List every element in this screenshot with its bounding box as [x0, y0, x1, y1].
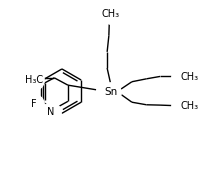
Text: Sn: Sn	[104, 87, 117, 97]
Text: CH₃: CH₃	[181, 72, 199, 82]
Text: CH₃: CH₃	[102, 9, 120, 19]
Text: H₃C: H₃C	[25, 75, 43, 85]
Text: F: F	[31, 99, 37, 109]
Text: N: N	[47, 108, 54, 117]
Text: CH₃: CH₃	[181, 101, 199, 111]
